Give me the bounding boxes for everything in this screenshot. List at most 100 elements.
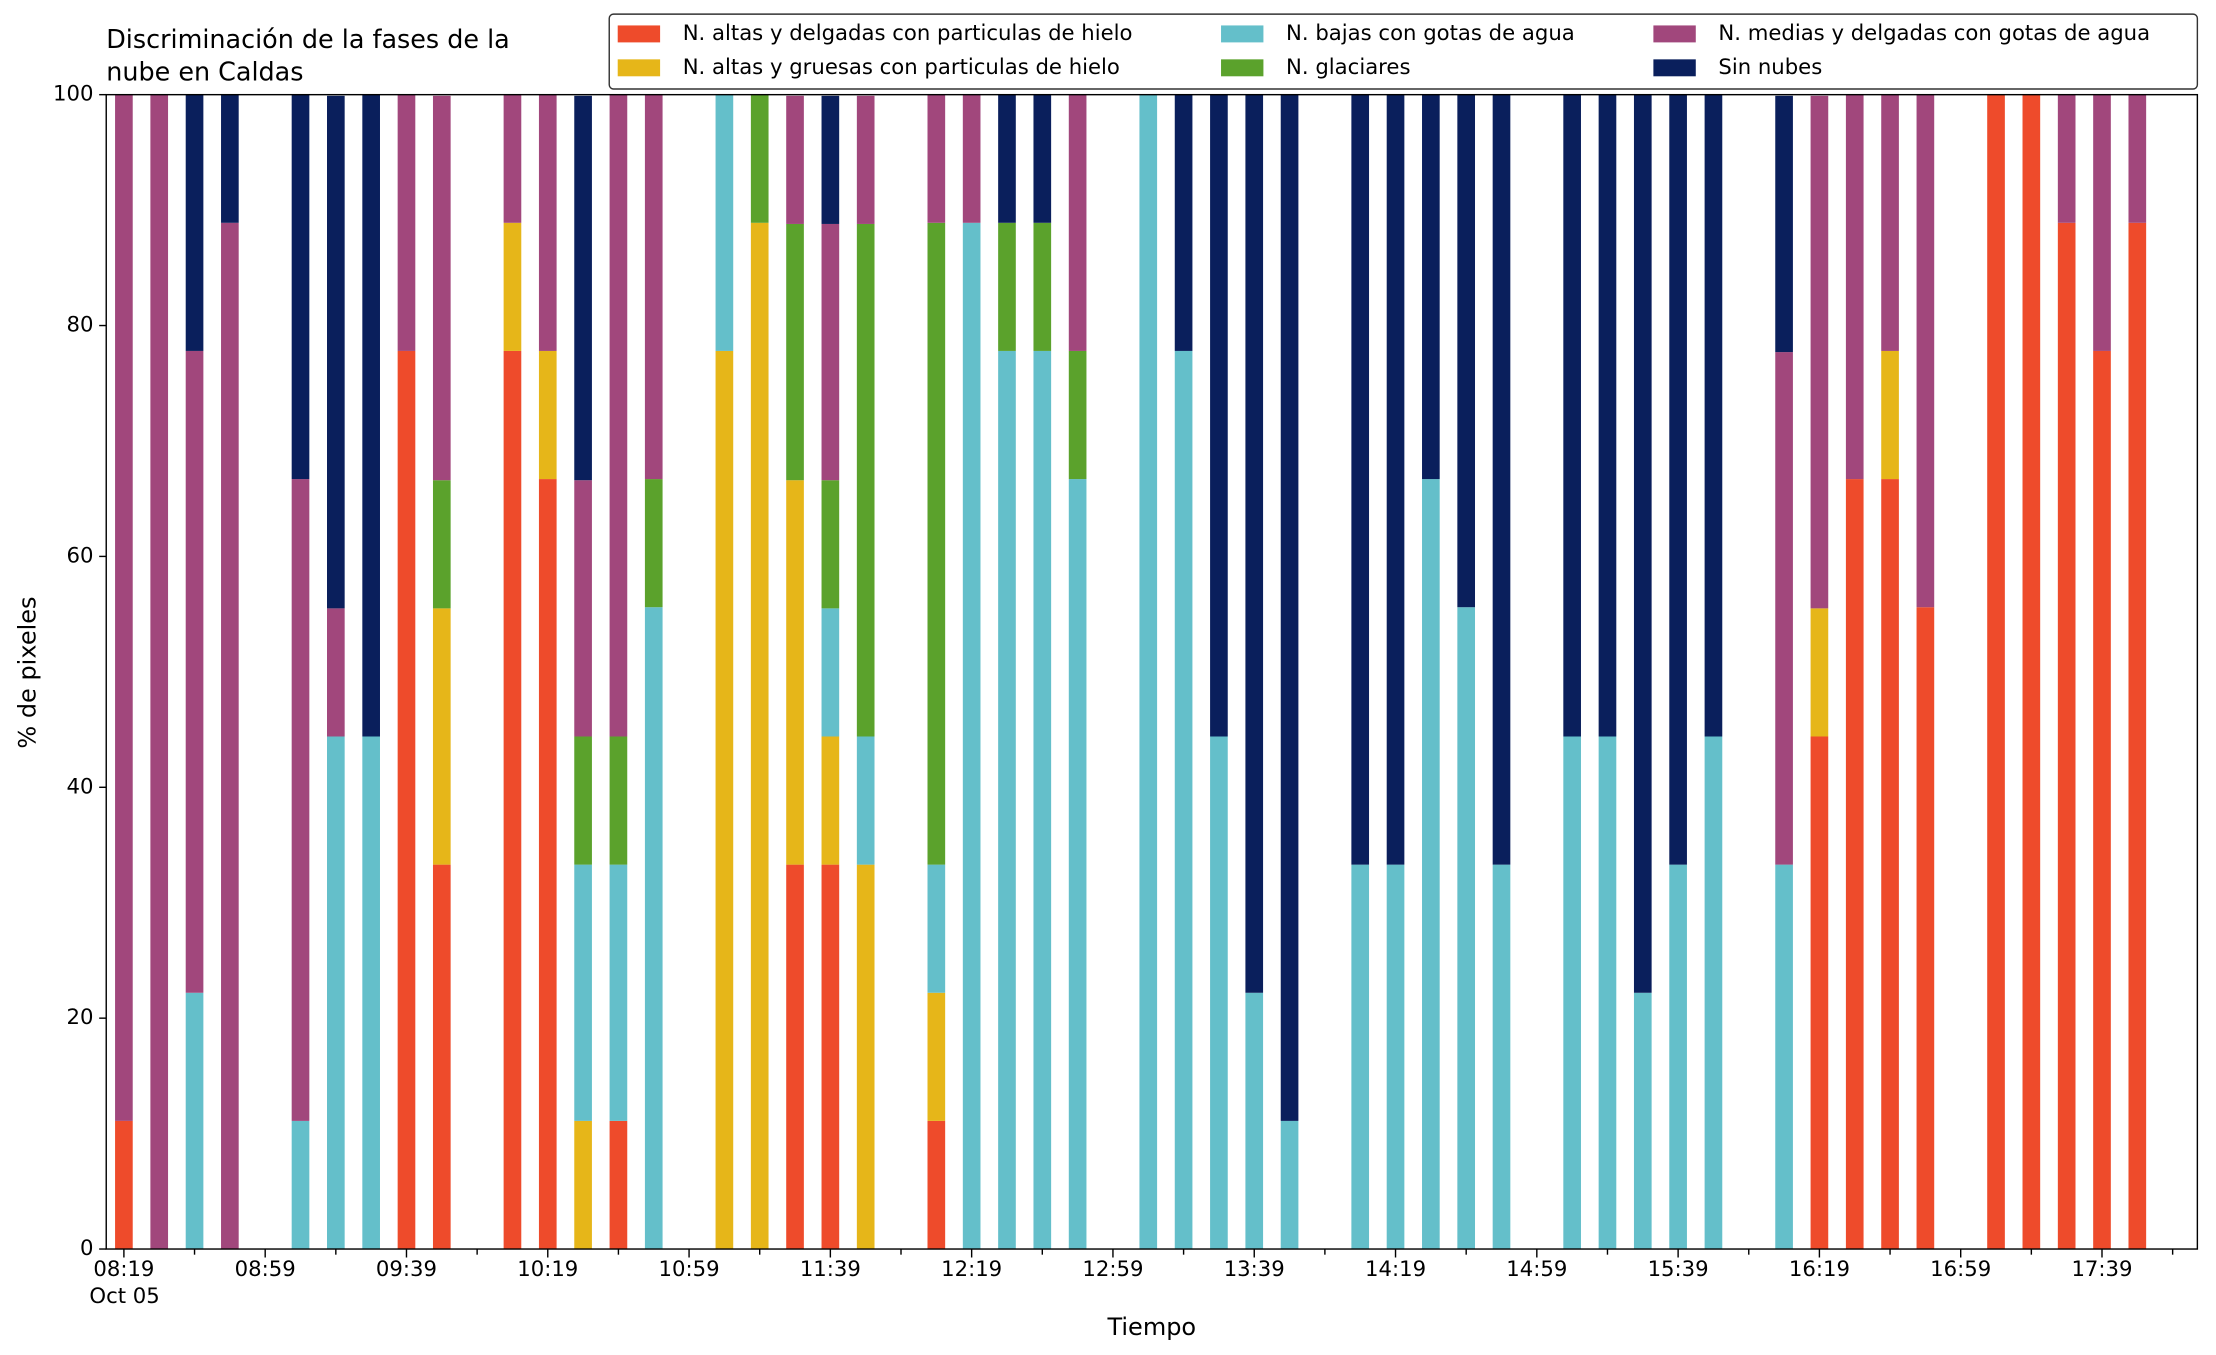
bar-segment <box>574 1120 592 1250</box>
bar-segment <box>1916 607 1935 1250</box>
bar-segment <box>962 94 981 223</box>
bar-segment <box>2093 94 2111 351</box>
bar-segment <box>1598 736 1617 1250</box>
bar-segment <box>1598 94 1617 737</box>
bar-segment <box>1245 992 1264 1250</box>
bar-segment <box>927 94 946 223</box>
bar-segment <box>1068 350 1087 480</box>
y-axis-label: % de pixeles <box>14 596 42 748</box>
bar-segment <box>115 1120 133 1250</box>
bar-segment <box>821 223 840 481</box>
legend-box <box>608 13 2199 90</box>
chart-title: nube en Caldas <box>106 56 303 86</box>
bar-segment <box>432 608 451 865</box>
bar-segment <box>998 350 1016 1250</box>
bar-segment <box>503 222 522 351</box>
bar-segment <box>221 94 239 223</box>
bar-segment <box>185 94 204 351</box>
bar-segment <box>856 95 875 224</box>
x-tick-label: 12:59 <box>1082 1256 1143 1281</box>
bar-segment <box>927 222 946 865</box>
bar-segment <box>1351 864 1370 1250</box>
bar-segment <box>1704 736 1723 1250</box>
bar-segment <box>998 94 1016 223</box>
bar-segment <box>856 864 875 1250</box>
bar-segment <box>185 350 204 993</box>
chart-title: Discriminación de la fases de la <box>106 24 510 54</box>
x-tick-label: 11:39 <box>800 1256 861 1281</box>
bar-segment <box>750 94 769 223</box>
bar-segment <box>327 95 345 609</box>
x-tick-label: 16:19 <box>1789 1256 1850 1281</box>
bar-segment <box>1386 94 1405 865</box>
bar-segment <box>397 350 416 1250</box>
bar-segment <box>609 94 628 737</box>
bar-segment <box>1916 94 1935 608</box>
bar-segment <box>1033 222 1052 351</box>
bar-segment <box>1068 479 1087 1250</box>
bar-segment <box>1351 94 1370 865</box>
legend-swatch <box>1653 59 1696 77</box>
bar-segment <box>821 608 840 737</box>
bar-segment <box>1987 94 2005 1250</box>
bar-segment <box>1174 350 1193 1250</box>
bar-segment <box>2093 350 2111 1250</box>
x-tick-label: 12:19 <box>941 1256 1002 1281</box>
bar-segment <box>1633 94 1652 993</box>
bar-segment <box>1669 94 1687 865</box>
legend-swatch <box>1221 59 1264 77</box>
legend-label: N. medias y delgadas con gotas de agua <box>1718 20 2150 45</box>
bar-segment <box>821 95 840 224</box>
bar-segment <box>962 222 981 1250</box>
bar-segment <box>1881 94 1899 351</box>
bar-segment <box>1386 864 1405 1250</box>
bar-segment <box>2128 94 2147 223</box>
bar-segment <box>786 223 804 481</box>
legend-swatch <box>617 59 661 77</box>
bar-segment <box>1563 94 1581 737</box>
bar-segment <box>1280 94 1299 1121</box>
bar-segment <box>1457 607 1476 1250</box>
bar-segment <box>856 736 875 865</box>
bar-segment <box>1210 736 1228 1250</box>
bar-segment <box>715 350 734 1250</box>
x-axis-label: Tiempo <box>1106 1313 1196 1341</box>
bar-segment <box>1422 94 1440 480</box>
y-tick-label: 100 <box>53 81 93 106</box>
bar-segment <box>1492 864 1511 1250</box>
bar-segment <box>786 480 804 865</box>
y-tick-label: 60 <box>67 542 94 567</box>
bar-segment <box>609 1120 628 1250</box>
bar-segment <box>750 222 769 1250</box>
x-tick-label: 10:59 <box>659 1256 720 1281</box>
bar-segment <box>927 992 946 1121</box>
x-tick-label: 14:59 <box>1506 1256 1567 1281</box>
legend-swatch <box>617 25 661 43</box>
bar-segment <box>644 479 663 608</box>
bar-segment <box>150 94 169 1250</box>
bar-segment <box>1422 479 1440 1250</box>
bar-segment <box>362 94 380 737</box>
legend-label: N. altas y delgadas con particulas de hi… <box>683 20 1133 45</box>
bar-segment <box>1845 94 1864 480</box>
bar-segment <box>574 480 592 737</box>
bar-segment <box>1174 94 1193 351</box>
bar-segment <box>786 95 804 224</box>
x-tick-label: 15:39 <box>1648 1256 1709 1281</box>
bar-segment <box>1280 1120 1299 1250</box>
x-tick-label: 17:39 <box>2071 1256 2132 1281</box>
x-tick-label: 13:39 <box>1224 1256 1285 1281</box>
bar-segment <box>574 864 592 1121</box>
bar-segment <box>1033 350 1052 1250</box>
bar-segment <box>327 608 345 737</box>
bar-segment <box>609 736 628 865</box>
bar-segment <box>432 480 451 609</box>
legend-label: N. bajas con gotas de agua <box>1286 20 1575 45</box>
bar-segment <box>1139 94 1158 1250</box>
legend-label: N. glaciares <box>1286 54 1410 79</box>
bar-segment <box>503 94 522 223</box>
bar-segment <box>538 479 557 1250</box>
legend-label: N. altas y gruesas con particulas de hie… <box>683 54 1120 79</box>
bar-segment <box>609 864 628 1121</box>
